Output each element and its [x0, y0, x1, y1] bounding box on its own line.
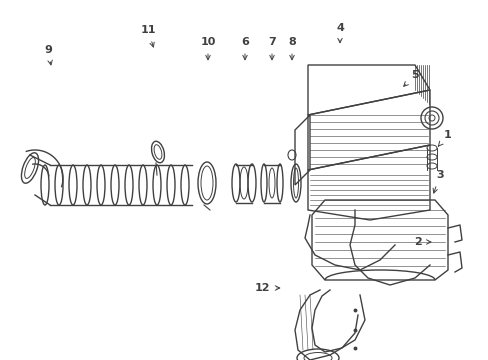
Text: 4: 4 — [335, 23, 343, 43]
Text: 5: 5 — [403, 70, 418, 86]
Text: 10: 10 — [200, 37, 215, 60]
Text: 1: 1 — [437, 130, 451, 146]
Text: 9: 9 — [44, 45, 52, 65]
Text: 8: 8 — [287, 37, 295, 60]
Text: 11: 11 — [140, 25, 156, 47]
Text: 6: 6 — [241, 37, 248, 60]
Text: 7: 7 — [267, 37, 275, 60]
Text: 3: 3 — [432, 170, 443, 193]
Text: 12: 12 — [254, 283, 279, 293]
Text: 2: 2 — [413, 237, 430, 247]
